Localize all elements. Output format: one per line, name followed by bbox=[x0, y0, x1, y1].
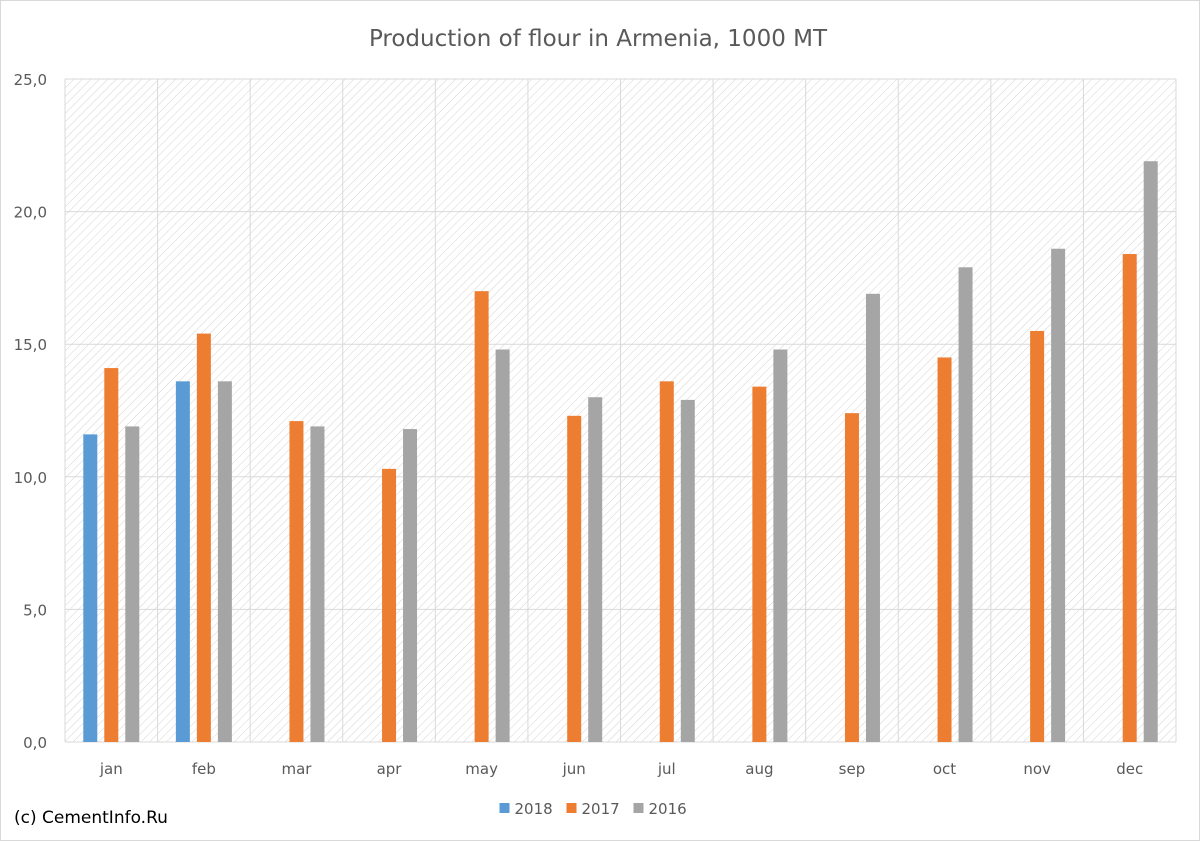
x-axis-tick-labels: jan feb mar apr may jun jul aug sep oct nov dec bbox=[99, 760, 1143, 778]
x-tick-label: may bbox=[465, 760, 498, 778]
y-tick-label: 20,0 bbox=[14, 204, 47, 222]
x-tick-label: jul bbox=[657, 760, 676, 778]
bar-2017-jun bbox=[567, 415, 582, 742]
x-tick-label: dec bbox=[1116, 760, 1143, 778]
y-tick-label: 25,0 bbox=[14, 71, 47, 89]
x-tick-label: apr bbox=[377, 760, 403, 778]
bar-2016-nov bbox=[1051, 248, 1066, 742]
bars bbox=[83, 161, 1158, 743]
gridlines bbox=[64, 78, 1177, 743]
chart-title: Production of flour in Armenia, 1000 MT bbox=[369, 26, 828, 52]
x-tick-label: oct bbox=[933, 760, 956, 778]
bar-2016-sep bbox=[865, 293, 880, 742]
x-tick-label: jan bbox=[99, 760, 123, 778]
x-tick-label: sep bbox=[839, 760, 866, 778]
legend-swatch-2017 bbox=[566, 803, 577, 813]
bar-2017-aug bbox=[752, 386, 767, 742]
legend-label-2017: 2017 bbox=[582, 800, 620, 818]
bar-2016-apr bbox=[403, 429, 418, 742]
bar-2016-dec bbox=[1143, 161, 1158, 742]
bar-2017-jan bbox=[104, 368, 119, 742]
legend-swatch-2016 bbox=[633, 803, 644, 813]
y-axis-tick-labels: 0,0 5,0 10,0 15,0 20,0 25,0 bbox=[14, 71, 47, 752]
source-credit: (c) CementInfo.Ru bbox=[14, 808, 168, 828]
legend-label-2018: 2018 bbox=[515, 800, 553, 818]
bar-2017-mar bbox=[289, 421, 304, 742]
y-tick-label: 0,0 bbox=[23, 734, 47, 752]
bar-2017-feb bbox=[196, 333, 211, 742]
bar-2018-feb bbox=[175, 381, 190, 742]
x-tick-label: aug bbox=[745, 760, 773, 778]
bar-2016-feb bbox=[217, 381, 232, 742]
x-tick-label: feb bbox=[192, 760, 216, 778]
x-tick-label: mar bbox=[281, 760, 312, 778]
bar-2016-aug bbox=[773, 349, 788, 742]
legend-swatch-2018 bbox=[499, 803, 510, 813]
bar-2018-jan bbox=[83, 434, 98, 742]
bar-2017-dec bbox=[1122, 254, 1137, 743]
bar-2016-jun bbox=[588, 397, 603, 742]
bar-2016-mar bbox=[310, 426, 325, 742]
bar-2017-sep bbox=[844, 413, 859, 742]
legend-label-2016: 2016 bbox=[649, 800, 687, 818]
bar-2017-nov bbox=[1030, 330, 1045, 742]
bar-2017-apr bbox=[382, 468, 397, 742]
bar-2016-jul bbox=[680, 399, 695, 742]
bar-2017-oct bbox=[937, 357, 952, 742]
bar-2016-jan bbox=[125, 426, 140, 742]
y-tick-label: 5,0 bbox=[23, 601, 47, 619]
bar-2017-jul bbox=[659, 381, 674, 742]
bar-2016-may bbox=[495, 349, 510, 742]
bar-2017-may bbox=[474, 291, 489, 742]
y-tick-label: 10,0 bbox=[14, 469, 47, 487]
y-tick-label: 15,0 bbox=[14, 336, 47, 354]
bar-2016-oct bbox=[958, 267, 973, 742]
x-tick-label: jun bbox=[562, 760, 586, 778]
legend: 2018 2017 2016 bbox=[499, 800, 687, 818]
x-tick-label: nov bbox=[1023, 760, 1051, 778]
